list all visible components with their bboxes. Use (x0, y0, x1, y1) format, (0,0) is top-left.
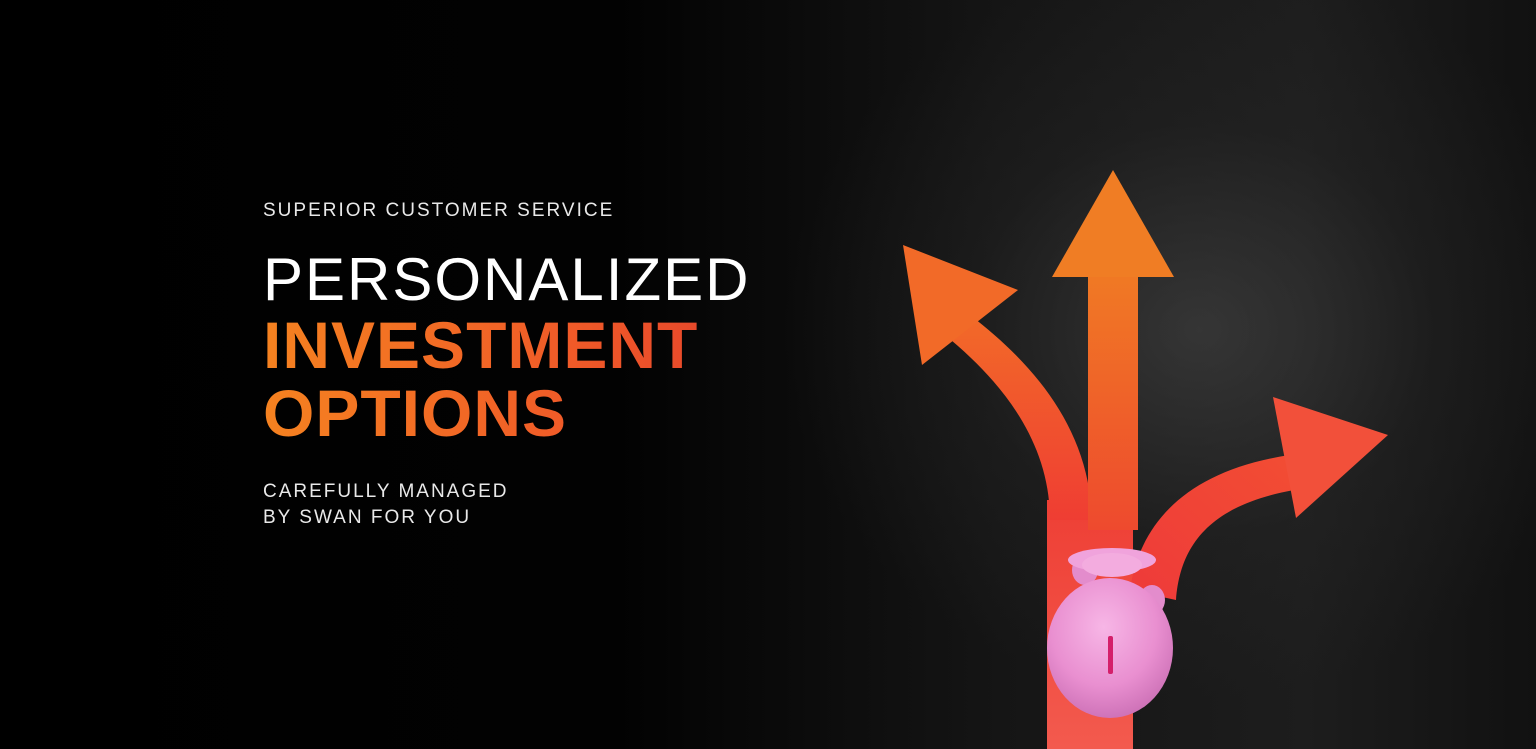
hero-copy: SUPERIOR CUSTOMER SERVICE PERSONALIZED I… (263, 198, 823, 531)
subline-line2: BY SWAN FOR YOU (263, 507, 472, 528)
headline-light: PERSONALIZED (263, 246, 751, 313)
arrow-right-icon (1130, 397, 1388, 600)
headline-bold-line2: OPTIONS (263, 379, 823, 447)
arrow-up-icon (1052, 170, 1174, 530)
subline-line1: CAREFULLY MANAGED (263, 481, 509, 502)
headline-bold-line1: INVESTMENT (263, 311, 823, 379)
piggy-bank-icon (1047, 548, 1173, 718)
eyebrow-text: SUPERIOR CUSTOMER SERVICE (263, 200, 615, 221)
arrow-left-icon (903, 245, 1092, 520)
